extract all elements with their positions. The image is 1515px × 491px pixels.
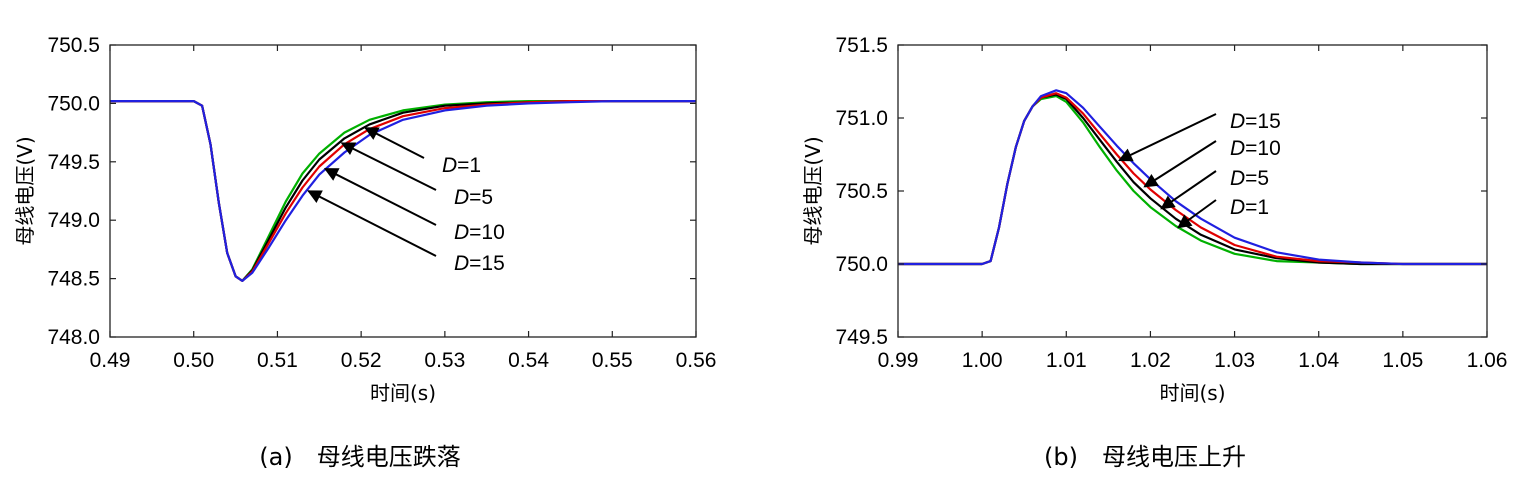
y-axis-label: 母线电压(V) xyxy=(13,136,37,245)
x-tick-label: 1.05 xyxy=(1382,349,1423,372)
annotation-arrow xyxy=(364,127,425,159)
annotation-italic: D xyxy=(442,154,457,177)
plot-frame xyxy=(897,44,1488,338)
annotation-italic: D xyxy=(1230,167,1245,190)
x-tick-label: 0.99 xyxy=(878,349,919,372)
x-tick-label: 0.51 xyxy=(257,349,298,372)
x-tick-label: 1.04 xyxy=(1298,349,1339,372)
annotation-italic: D xyxy=(1230,196,1245,219)
x-tick-label: 1.00 xyxy=(962,349,1003,372)
annotation-label: D=10 xyxy=(1230,137,1281,160)
y-tick-label: 751.0 xyxy=(835,107,888,130)
annotation-arrow xyxy=(1160,170,1217,210)
panel-caption: (b) 母线电压上升 xyxy=(1044,443,1246,471)
annotation-value: =1 xyxy=(457,154,481,177)
annotation-label: D=1 xyxy=(1230,196,1269,219)
chart-panel-b: 0.99 1.00 1.01 1.02 1.03 1.04 1.05 1.06 749.5 750… xyxy=(801,34,1507,471)
annotation-italic: D xyxy=(1230,137,1245,160)
annotation-arrow xyxy=(340,142,437,191)
annotation-value: =15 xyxy=(469,252,505,275)
annotation-label: D=1 xyxy=(442,154,481,177)
x-tick-label: 1.01 xyxy=(1046,349,1087,372)
x-tick-label: 1.06 xyxy=(1467,349,1508,372)
x-tick-label: 0.50 xyxy=(173,349,214,372)
plot-frame xyxy=(109,44,697,338)
series-line-0 xyxy=(110,100,696,282)
annotation-value: =10 xyxy=(1245,137,1281,160)
x-tick-label: 0.55 xyxy=(592,349,633,372)
x-tick-label: 0.53 xyxy=(424,349,465,372)
y-tick-label: 750.5 xyxy=(835,180,888,203)
annotation-label: D=5 xyxy=(1230,167,1269,190)
annotation-arrow xyxy=(1177,199,1217,229)
annotation-italic: D xyxy=(454,221,469,244)
x-tick-label: 0.49 xyxy=(90,349,131,372)
x-tick-label: 1.03 xyxy=(1214,349,1255,372)
y-tick-label: 748.0 xyxy=(47,326,100,349)
y-axis-label: 母线电压(V) xyxy=(801,136,825,245)
y-tick-label: 751.5 xyxy=(835,34,888,57)
annotation-value: =5 xyxy=(1245,167,1269,190)
x-axis-label: 时间(s) xyxy=(1159,381,1225,405)
panel-caption: (a) 母线电压跌落 xyxy=(259,443,460,471)
series-line-3 xyxy=(110,100,696,282)
annotation-label: D=5 xyxy=(454,186,493,209)
y-tick-label: 749.0 xyxy=(47,209,100,232)
y-tick-label: 750.5 xyxy=(47,34,100,57)
x-tick-label: 0.52 xyxy=(341,349,382,372)
annotation-label: D=15 xyxy=(454,252,505,275)
series-line-2 xyxy=(898,92,1487,266)
x-axis-label: 时间(s) xyxy=(370,381,436,405)
annotation-value: =15 xyxy=(1245,110,1281,133)
annotation-arrow xyxy=(1118,113,1217,162)
annotation-italic: D xyxy=(454,252,469,275)
annotation-label: D=15 xyxy=(1230,110,1281,133)
series-group xyxy=(898,89,1487,266)
annotation-italic: D xyxy=(454,186,469,209)
annotation-value: =1 xyxy=(1245,196,1269,219)
annotation-arrow xyxy=(307,190,437,257)
annotation-arrow xyxy=(1143,140,1217,188)
series-line-1 xyxy=(110,100,696,282)
series-line-2 xyxy=(110,100,696,282)
y-tick-label: 750.0 xyxy=(835,253,888,276)
y-tick-label: 749.5 xyxy=(835,326,888,349)
series-group xyxy=(110,100,696,282)
y-tick-label: 749.5 xyxy=(47,151,100,174)
annotation-arrow xyxy=(323,167,437,226)
annotation-label: D=10 xyxy=(454,221,505,244)
annotation-italic: D xyxy=(1230,110,1245,133)
x-tick-label: 0.54 xyxy=(508,349,549,372)
series-line-3 xyxy=(898,89,1487,266)
y-tick-label: 748.5 xyxy=(47,268,100,291)
series-line-0 xyxy=(898,95,1487,266)
series-line-1 xyxy=(898,93,1487,266)
x-tick-label: 1.02 xyxy=(1130,349,1171,372)
annotation-value: =5 xyxy=(469,186,493,209)
annotation-value: =10 xyxy=(469,221,505,244)
chart-panel-a: 0.49 0.50 0.51 0.52 0.53 0.54 0.55 0.56 748.0 748… xyxy=(13,34,716,471)
x-tick-label: 0.56 xyxy=(676,349,717,372)
y-tick-label: 750.0 xyxy=(47,92,100,115)
